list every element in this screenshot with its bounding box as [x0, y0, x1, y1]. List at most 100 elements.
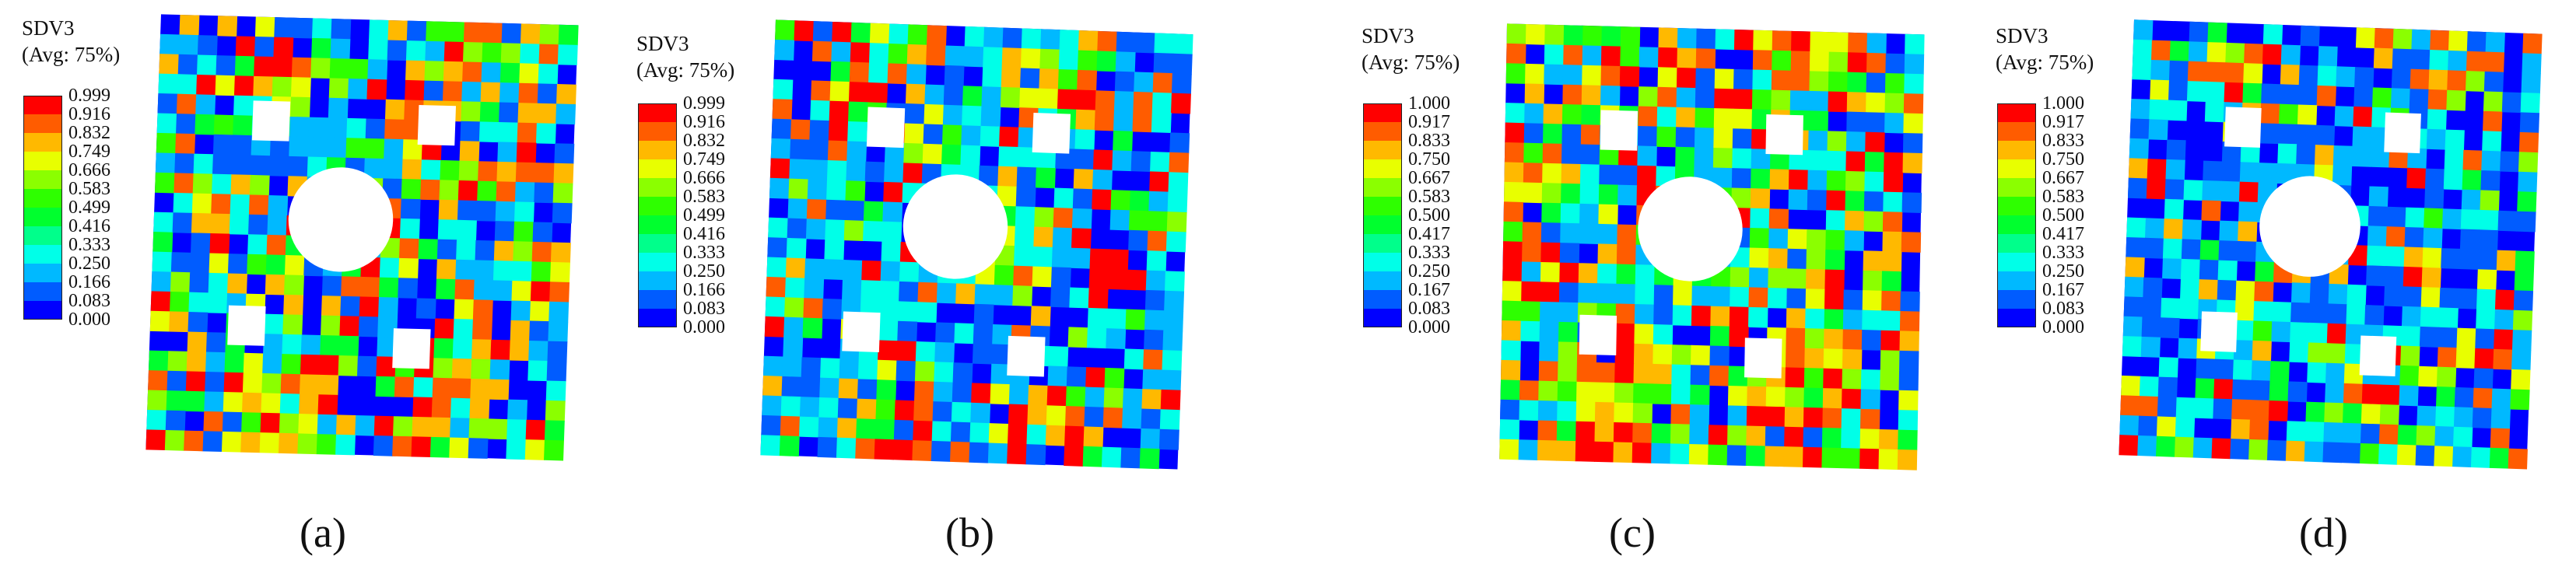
contour-cell: [787, 198, 808, 220]
contour-cell: [969, 422, 990, 444]
contour-cell: [1108, 249, 1129, 271]
contour-cell: [1506, 23, 1526, 45]
contour-cell: [2213, 398, 2233, 420]
contour-cell: [281, 354, 302, 375]
contour-cell: [1027, 404, 1048, 426]
contour-cell: [1865, 112, 1886, 133]
legend-swatch: [638, 103, 677, 122]
contour-cell: [1521, 281, 1541, 302]
contour-cell: [2522, 53, 2542, 75]
contour-cell: [2421, 267, 2441, 289]
contour-cell: [2269, 380, 2289, 402]
contour-cell: [1053, 187, 1074, 209]
contour-cell: [1101, 446, 1122, 468]
contour-cell: [915, 341, 936, 362]
contour-cell: [2428, 69, 2448, 91]
contour-cell: [2476, 309, 2496, 330]
contour-cell: [802, 317, 823, 339]
contour-cell: [368, 39, 389, 61]
contour-cell: [1045, 425, 1066, 446]
contour-cell: [247, 234, 268, 255]
contour-cell: [1540, 222, 1561, 243]
contour-cell: [274, 17, 295, 38]
contour-cell: [1752, 69, 1772, 91]
contour-cell: [1880, 330, 1901, 351]
contour-cell: [2410, 68, 2430, 90]
contour-cell: [175, 133, 196, 155]
contour-cell: [2392, 28, 2413, 50]
contour-cell: [1748, 267, 1769, 289]
contour-cell: [1172, 33, 1193, 55]
contour-cell: [2419, 326, 2440, 348]
contour-cell: [231, 154, 252, 176]
contour-cell: [1120, 447, 1141, 469]
contour-cell: [904, 123, 925, 145]
contour-cell: [172, 212, 193, 233]
contour-cell: [1521, 261, 1542, 283]
contour-cell: [1580, 124, 1601, 145]
contour-cell: [2188, 41, 2209, 63]
contour-cell: [2353, 86, 2374, 108]
contour-cell: [1598, 184, 1619, 205]
legend-swatch: [1363, 197, 1402, 215]
contour-cell: [2220, 180, 2241, 202]
contour-cell: [1055, 148, 1076, 170]
legend-swatch: [1363, 290, 1402, 309]
contour-cell: [2290, 322, 2310, 344]
contour-cell: [1543, 103, 1563, 125]
contour-cell: [1160, 389, 1181, 411]
contour-cell: [490, 339, 511, 361]
contour-cell: [2434, 425, 2455, 447]
contour-cell: [1903, 113, 1923, 135]
contour-cell: [282, 334, 303, 355]
contour-cell: [2403, 247, 2424, 268]
legend-tick: 0.083: [2042, 299, 2084, 319]
contour-cell: [1075, 109, 1096, 131]
contour-cell: [531, 241, 552, 263]
contour-cell: [1747, 386, 1767, 407]
contour-cell: [513, 201, 534, 223]
contour-cell: [828, 121, 849, 142]
contour-cell: [2271, 321, 2291, 343]
contour-cell: [2378, 443, 2399, 465]
contour-cell: [905, 103, 925, 124]
contour-cell: [2448, 50, 2468, 72]
contour-cell: [899, 261, 920, 283]
contour-cell: [1519, 400, 1539, 421]
contour-cell: [148, 350, 169, 372]
legend-tick: 0.417: [2042, 224, 2084, 244]
contour-cell: [2243, 63, 2263, 85]
contour-cell: [1561, 103, 1582, 125]
contour-cell: [500, 43, 521, 65]
contour-cell: [284, 254, 305, 276]
contour-cell: [1161, 369, 1182, 391]
contour-cell: [2417, 405, 2437, 427]
contour-cell: [2297, 85, 2318, 106]
contour-cell: [1561, 163, 1581, 185]
contour-cell: [1845, 170, 1866, 192]
contour-cell: [299, 393, 320, 415]
contour-cell: [1077, 50, 1098, 72]
contour-cell: [1635, 264, 1656, 285]
contour-cell: [530, 281, 551, 302]
legend-tick: 0.416: [68, 216, 110, 236]
contour-cell: [1166, 212, 1187, 233]
contour-cell: [1128, 229, 1149, 251]
contour-cell: [1505, 122, 1525, 144]
contour-cell: [1790, 70, 1810, 92]
contour-cell: [1050, 267, 1071, 289]
contour-cell: [1034, 207, 1055, 229]
contour-cell: [1694, 127, 1715, 149]
contour-cell: [2462, 149, 2483, 171]
contour-cell: [537, 83, 558, 105]
contour-cell: [876, 379, 897, 401]
contour-cell: [1560, 222, 1580, 244]
contour-cell: [2497, 210, 2518, 232]
contour-cell: [401, 159, 422, 180]
contour-cell: [764, 316, 785, 337]
contour-cell: [1803, 427, 1823, 449]
contour-cell: [1159, 409, 1180, 431]
contour-cell: [1636, 165, 1657, 187]
legend-swatch: [1997, 159, 2036, 178]
square-opening: [1032, 112, 1071, 154]
